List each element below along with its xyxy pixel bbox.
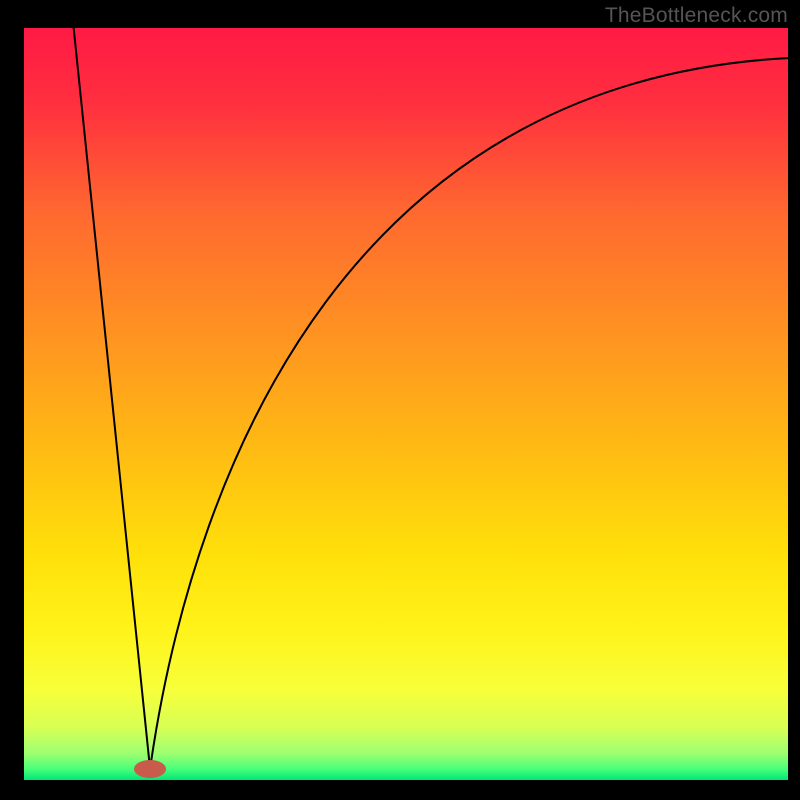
- plot-area: [24, 28, 788, 780]
- bottleneck-curve: [24, 28, 788, 780]
- chart-frame: TheBottleneck.com: [0, 0, 800, 800]
- optimum-marker: [134, 760, 166, 778]
- watermark-label: TheBottleneck.com: [605, 4, 788, 28]
